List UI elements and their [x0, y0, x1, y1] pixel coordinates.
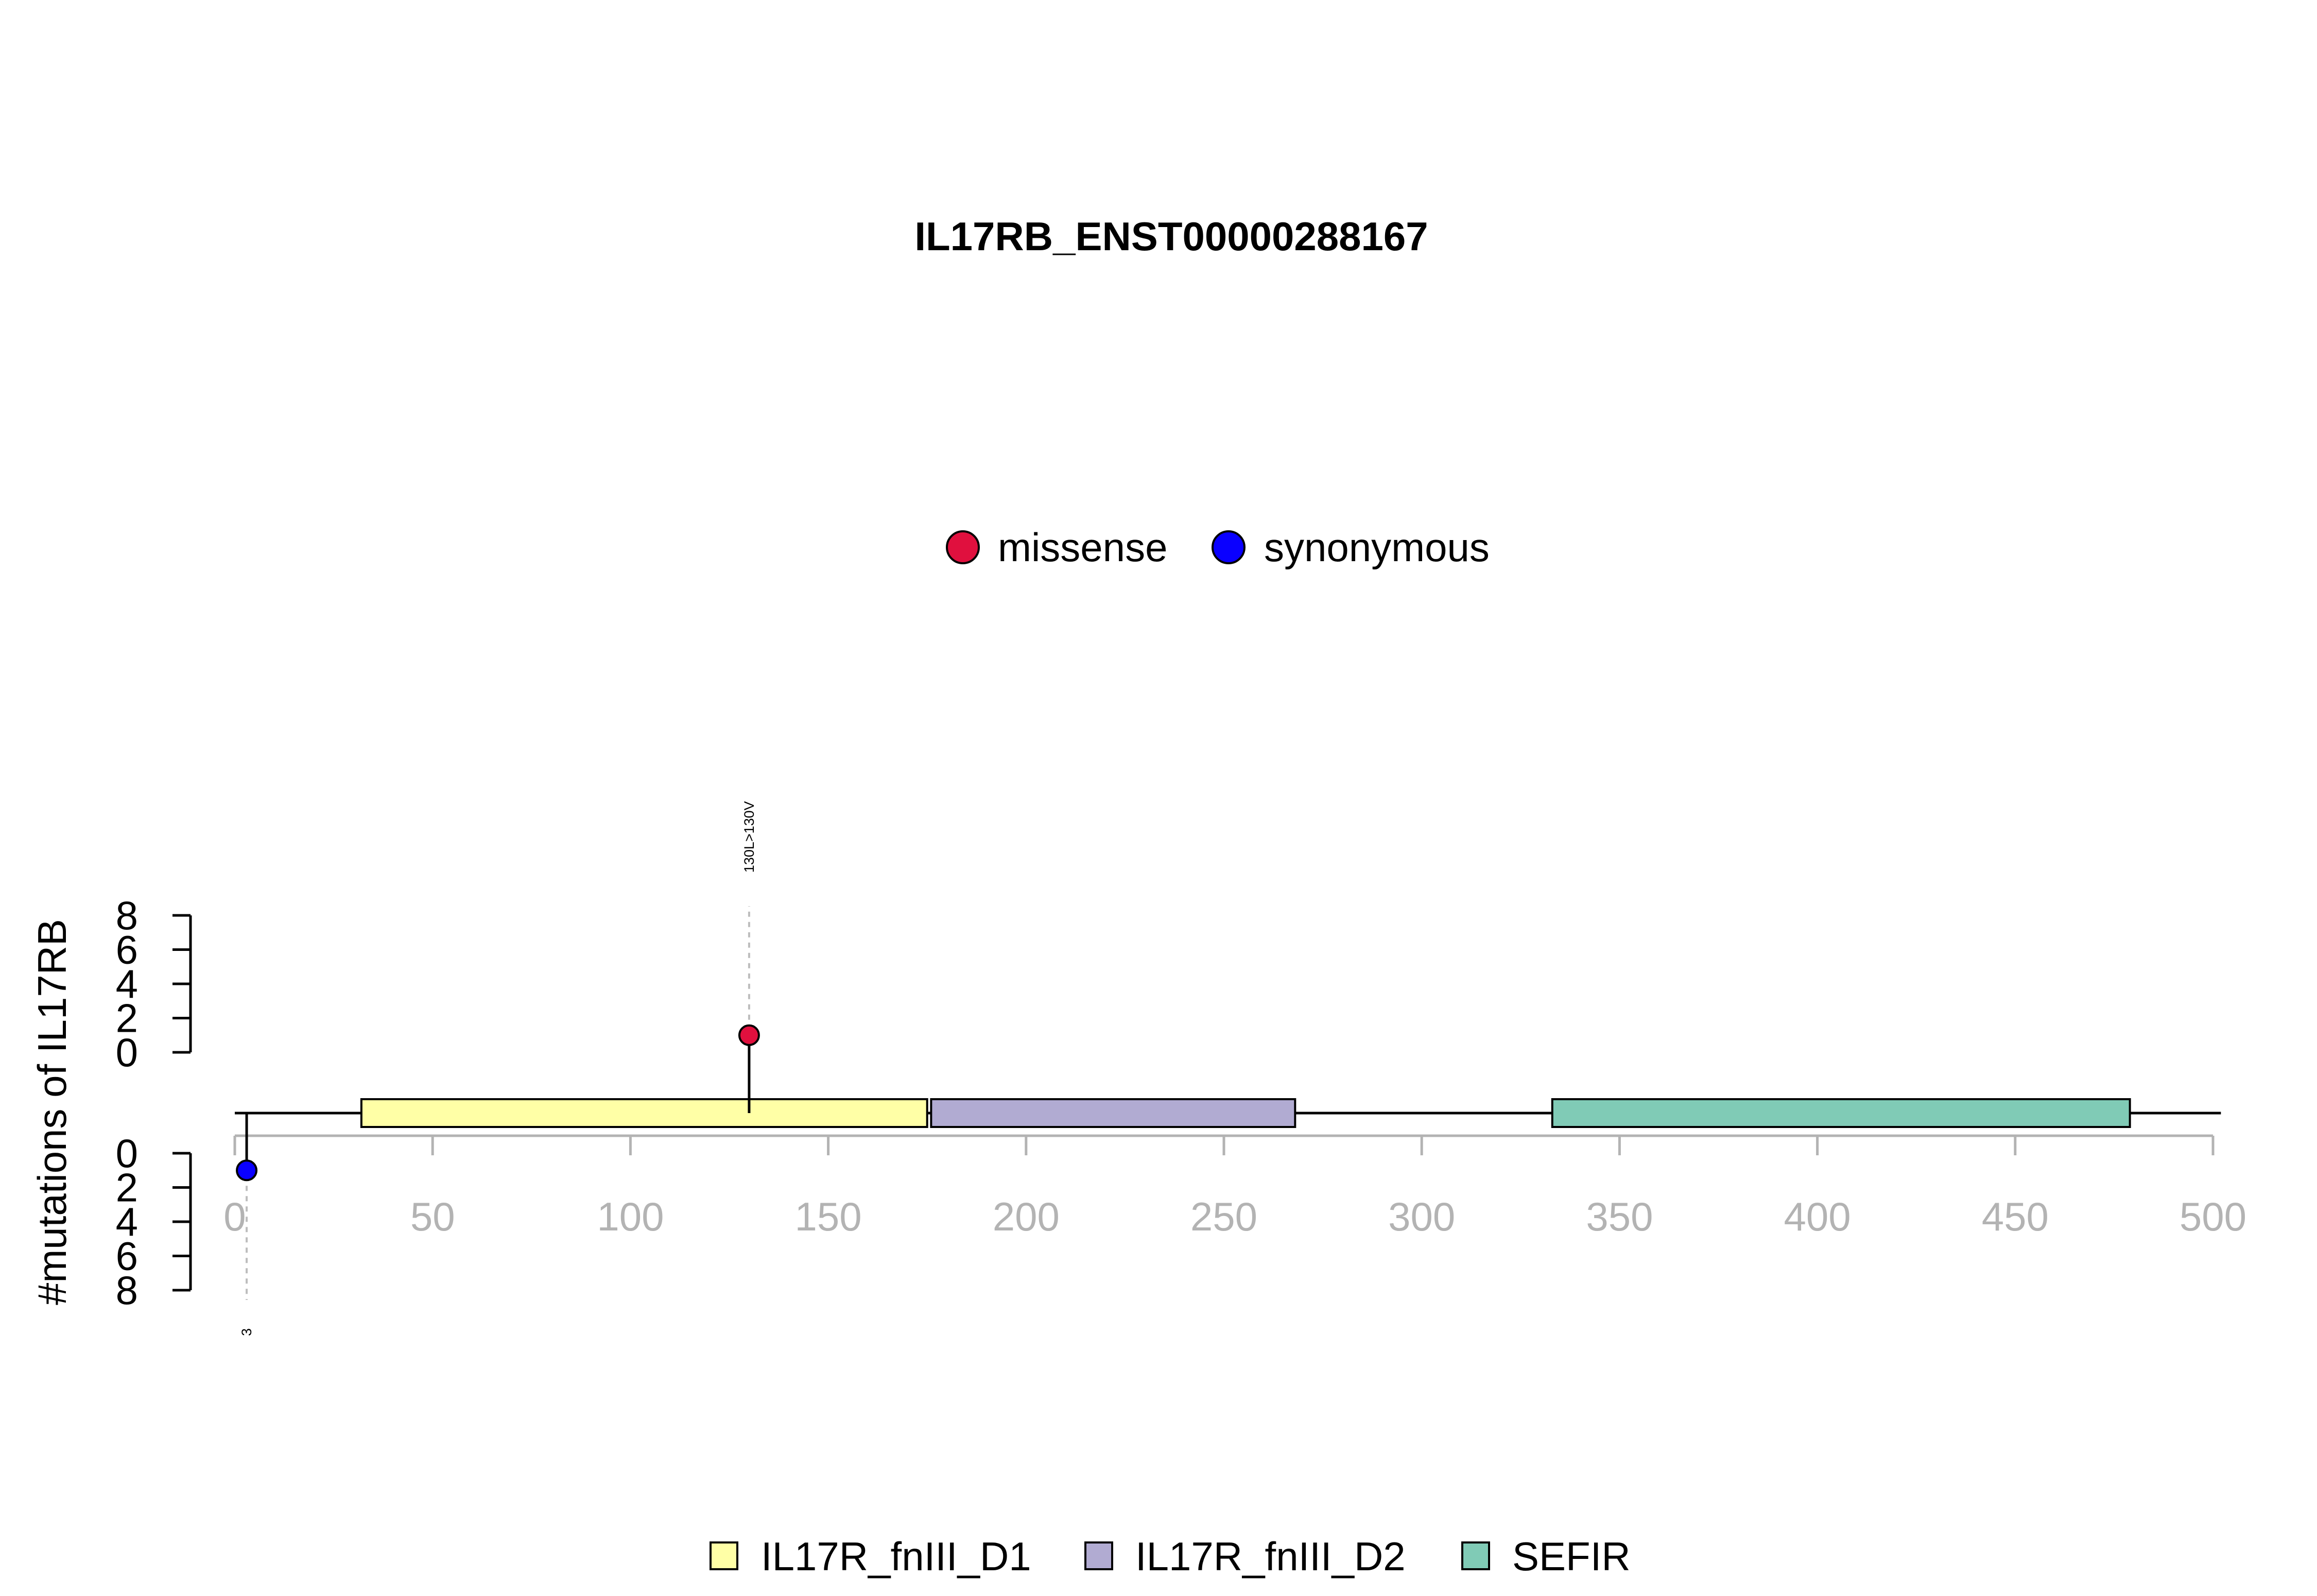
mutation-label: 3 [239, 1328, 254, 1336]
x-tick-label: 50 [410, 1194, 455, 1239]
x-tick-label: 500 [2180, 1194, 2246, 1239]
upper-tick-label: 4 [116, 961, 138, 1007]
x-axis: 0 50 100 150 200 250 300 350 400 450 500 [223, 1134, 2246, 1239]
lower-tick-label: 0 [116, 1131, 138, 1176]
x-tick-label: 250 [1190, 1194, 1257, 1239]
legend-missense-label: missense [998, 525, 1167, 570]
legend-SEFIR-label: SEFIR [1512, 1534, 1631, 1579]
x-tick-label: 350 [1586, 1194, 1653, 1239]
legend-missense-marker [946, 530, 980, 564]
x-tick-label: 300 [1388, 1194, 1455, 1239]
lower-tick-label: 2 [116, 1165, 138, 1210]
mutation-label: 130L>130V [741, 801, 757, 873]
x-tick-label: 150 [795, 1194, 862, 1239]
legend-synonymous-label: synonymous [1264, 525, 1490, 570]
domain-SEFIR [1551, 1098, 2131, 1128]
x-tick-label: 200 [993, 1194, 1060, 1239]
legend-IL17R_fnIII_D2-label: IL17R_fnIII_D2 [1135, 1534, 1406, 1579]
x-tick-label: 0 [223, 1194, 246, 1239]
domain-IL17R_fnIII_D2 [930, 1098, 1296, 1128]
domain-legend: IL17R_fnIII_D1 IL17R_fnIII_D2 SEFIR [710, 1534, 1631, 1579]
legend-IL17R_fnIII_D1-label: IL17R_fnIII_D1 [761, 1534, 1031, 1579]
lower-tick-label: 4 [116, 1199, 138, 1244]
lower-tick-label: 6 [116, 1234, 138, 1279]
mutation-lollipops: 130L>130V 3 [236, 801, 760, 1336]
legend-SEFIR-swatch [1461, 1541, 1490, 1570]
upper-tick-label: 8 [116, 893, 138, 938]
y-axis-label: #mutations of IL17RB [29, 919, 75, 1305]
mutation-point-synonymous [236, 1159, 258, 1182]
chart-title: IL17RB_ENST00000288167 [914, 214, 1428, 259]
mutation-type-legend: missense synonymous [946, 525, 1490, 570]
domain-IL17R_fnIII_D1 [360, 1098, 928, 1128]
x-tick-label: 400 [1784, 1194, 1851, 1239]
upper-tick-label: 6 [116, 927, 138, 973]
mutation-point-missense [738, 1024, 760, 1046]
domain-boxes [360, 1098, 2131, 1128]
legend-IL17R_fnIII_D2-swatch [1084, 1541, 1113, 1570]
upper-tick-label: 2 [116, 996, 138, 1041]
legend-IL17R_fnIII_D1-swatch [710, 1541, 738, 1570]
lower-tick-label: 8 [116, 1268, 138, 1313]
legend-synonymous-marker [1212, 530, 1246, 564]
x-tick-label: 450 [1982, 1194, 2049, 1239]
upper-tick-label: 0 [116, 1030, 138, 1075]
x-tick-label: 100 [597, 1194, 664, 1239]
